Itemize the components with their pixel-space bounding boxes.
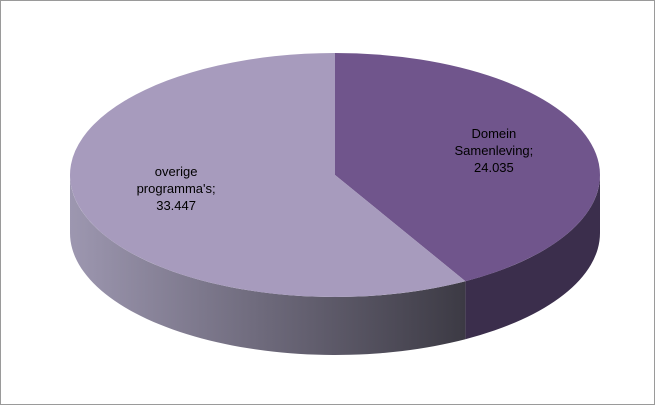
pie-side <box>70 175 466 355</box>
pie-slice <box>70 53 466 297</box>
data-label: overige programma's; 33.447 <box>137 164 216 213</box>
pie-slice <box>335 53 601 282</box>
pie-side <box>465 175 600 340</box>
data-label: Domein Samenleving; 24.035 <box>455 126 534 175</box>
